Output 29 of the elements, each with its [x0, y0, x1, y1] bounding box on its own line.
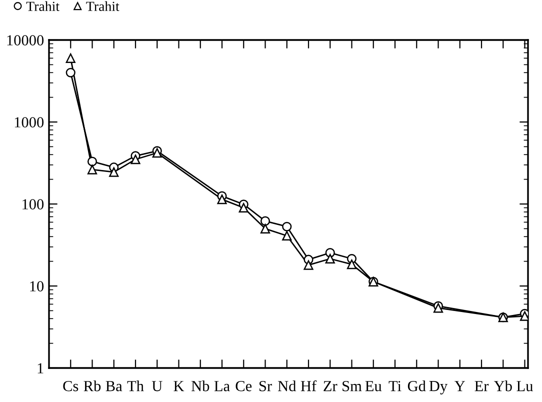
- y-tick-label: 10: [30, 281, 44, 292]
- y-tick-label: 10000: [7, 35, 44, 46]
- x-tick-label: Ti: [388, 380, 402, 392]
- x-tick-label: Th: [127, 380, 144, 392]
- x-tick-label: Yb: [494, 380, 512, 392]
- x-tick-label: Gd: [408, 380, 426, 392]
- x-tick-label: U: [152, 381, 162, 392]
- x-tick-label: Nb: [191, 380, 210, 392]
- x-tick-label: Nd: [278, 380, 296, 392]
- x-tick-label: Hf: [300, 380, 317, 392]
- legend-label: Trahit: [86, 1, 120, 12]
- y-tick-label: 100: [22, 199, 44, 210]
- x-tick-label: Sr: [259, 380, 272, 392]
- x-tick-label: Er: [474, 381, 489, 392]
- x-tick-label: Dy: [429, 381, 448, 394]
- y-tick-label: 1: [38, 363, 44, 374]
- x-tick-label: Eu: [365, 381, 382, 392]
- legend-label: Trahit: [26, 1, 60, 12]
- x-tick-label: La: [214, 381, 230, 392]
- x-tick-label: K: [174, 381, 184, 392]
- x-tick-label: Ce: [236, 380, 252, 392]
- x-tick-label: Cs: [63, 380, 78, 392]
- x-tick-label: Ba: [106, 381, 122, 392]
- x-tick-label: Lu: [516, 381, 533, 392]
- x-tick-label: Rb: [84, 380, 101, 392]
- x-tick-label: Zr: [324, 381, 338, 392]
- y-tick-label: 1000: [14, 117, 44, 128]
- x-tick-label: Y: [454, 381, 466, 392]
- x-tick-label: Sm: [342, 380, 362, 392]
